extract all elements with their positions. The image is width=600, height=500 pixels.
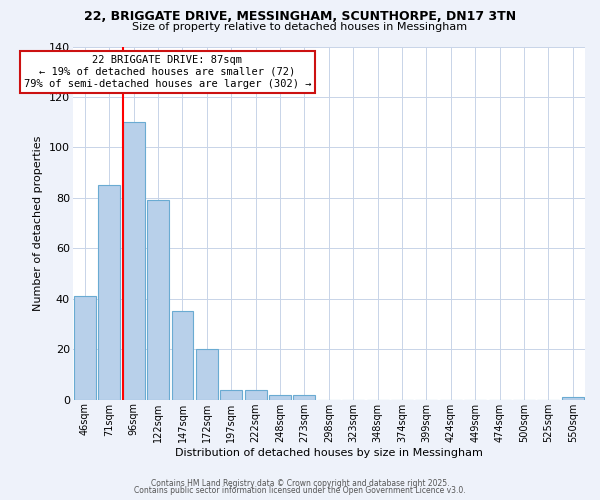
Bar bbox=[74, 296, 96, 400]
Text: Contains public sector information licensed under the Open Government Licence v3: Contains public sector information licen… bbox=[134, 486, 466, 495]
Text: Size of property relative to detached houses in Messingham: Size of property relative to detached ho… bbox=[133, 22, 467, 32]
Text: 22 BRIGGATE DRIVE: 87sqm
← 19% of detached houses are smaller (72)
79% of semi-d: 22 BRIGGATE DRIVE: 87sqm ← 19% of detach… bbox=[24, 56, 311, 88]
Bar bbox=[147, 200, 169, 400]
Bar bbox=[196, 349, 218, 400]
Bar bbox=[123, 122, 145, 400]
Bar bbox=[562, 397, 584, 400]
Text: 22, BRIGGATE DRIVE, MESSINGHAM, SCUNTHORPE, DN17 3TN: 22, BRIGGATE DRIVE, MESSINGHAM, SCUNTHOR… bbox=[84, 10, 516, 23]
Bar bbox=[98, 185, 120, 400]
Text: Contains HM Land Registry data © Crown copyright and database right 2025.: Contains HM Land Registry data © Crown c… bbox=[151, 478, 449, 488]
Bar bbox=[245, 390, 266, 400]
Bar bbox=[220, 390, 242, 400]
Bar bbox=[269, 394, 291, 400]
X-axis label: Distribution of detached houses by size in Messingham: Distribution of detached houses by size … bbox=[175, 448, 483, 458]
Bar bbox=[293, 394, 316, 400]
Bar bbox=[172, 312, 193, 400]
Y-axis label: Number of detached properties: Number of detached properties bbox=[33, 136, 43, 311]
